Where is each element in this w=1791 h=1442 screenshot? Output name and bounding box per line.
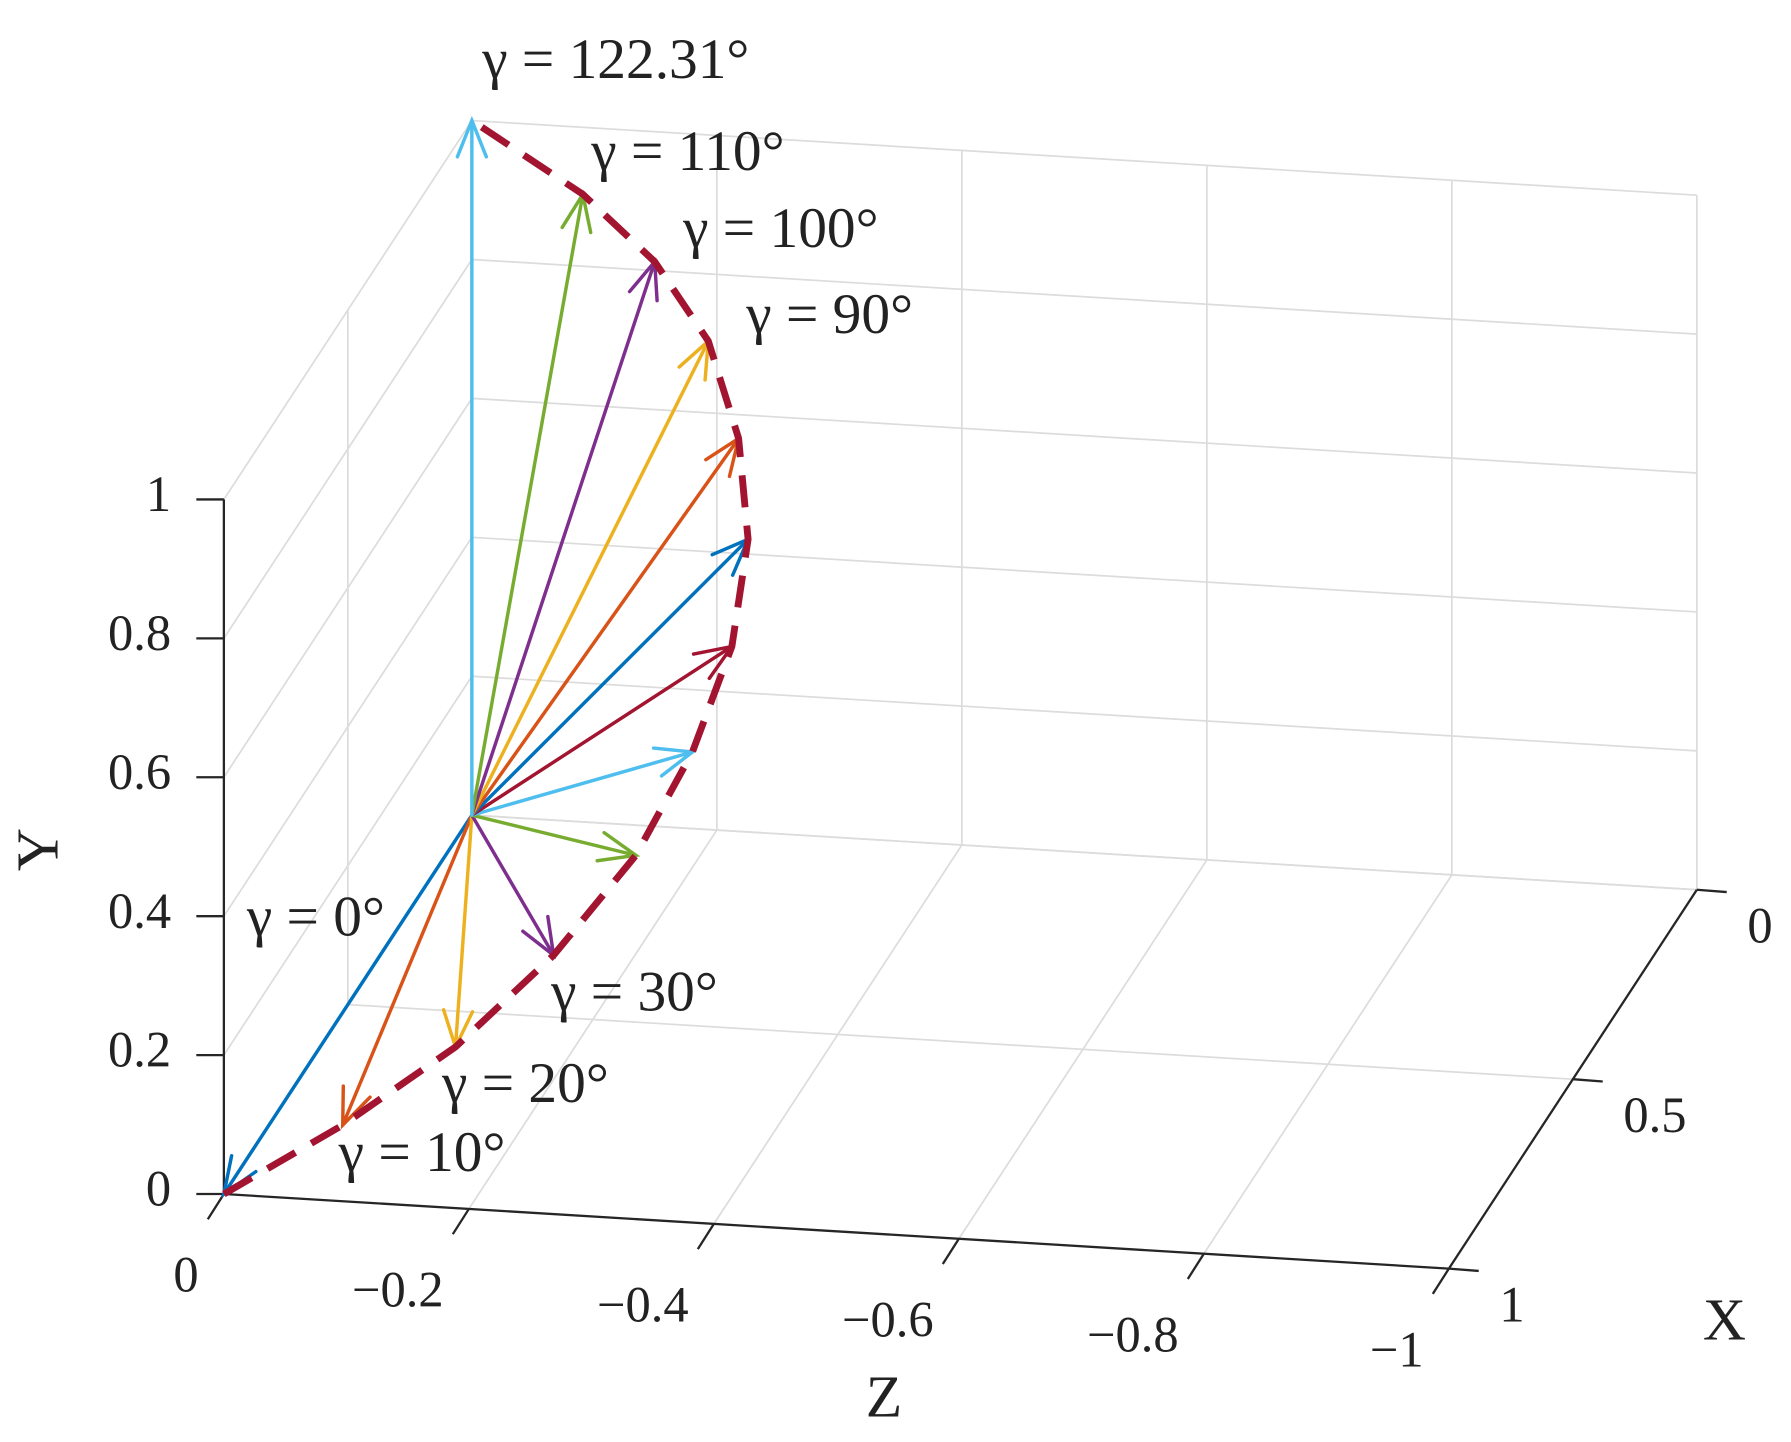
z-tick-label: −1 <box>1370 1321 1424 1377</box>
trajectory <box>222 117 752 1197</box>
x-tick-label: 1 <box>1499 1277 1524 1333</box>
z-tick <box>941 1238 960 1265</box>
grid-line <box>223 120 473 500</box>
vector-label: γ = 30° <box>550 960 718 1023</box>
y-tick-label: 0.2 <box>108 1022 171 1078</box>
grid-line <box>471 675 1697 752</box>
y-tick-label: 0 <box>146 1161 171 1217</box>
z-tick-label: −0.8 <box>1087 1306 1179 1362</box>
y-tick-label: 0.6 <box>108 744 171 800</box>
z-axis-label: Z <box>866 1364 902 1430</box>
grid-line <box>223 536 473 917</box>
arrow-head <box>455 115 489 159</box>
x-tick <box>1572 1078 1603 1083</box>
z-tick <box>1431 1268 1450 1295</box>
vector <box>453 813 474 1049</box>
z-tick <box>206 1193 225 1220</box>
vector-label: γ = 90° <box>745 283 913 346</box>
grid-line <box>223 675 473 1056</box>
grid-line <box>471 397 1697 474</box>
vector-label: γ = 100° <box>682 197 878 260</box>
vector <box>470 436 741 817</box>
x-axis-label: X <box>1703 1287 1746 1353</box>
grid-line <box>471 814 1697 891</box>
grid-line <box>471 536 1697 613</box>
grid-line <box>1203 874 1453 1255</box>
grid-line <box>468 829 718 1210</box>
vector <box>222 813 474 1196</box>
z-tick <box>1186 1253 1205 1280</box>
arrow-head <box>340 1084 372 1130</box>
y-tick-label: 0.8 <box>108 605 171 661</box>
arrow-head <box>651 746 697 778</box>
z-axis-line <box>223 1192 1449 1270</box>
labels: γ = 0° γ = 10°γ = 20° γ = 30° γ = 90° γ = 10… <box>246 28 913 1184</box>
grid-line <box>958 859 1208 1240</box>
vector <box>470 339 711 817</box>
grid-line <box>223 397 473 778</box>
vector <box>470 259 657 817</box>
y-axis-label: Y <box>4 828 70 871</box>
x-tick <box>1696 888 1727 894</box>
grid-line <box>713 844 963 1225</box>
marks <box>221 115 752 1198</box>
z-tick <box>696 1223 715 1250</box>
vector-label: γ = 110° <box>590 120 784 183</box>
axes: 0 0.2 0.4 0.6 0.8 1 0 −0.2 −0.4 −0.6 −0.8 −1 0 0.5 1 <box>108 466 1773 1377</box>
y-tick-label: 0.4 <box>108 883 171 939</box>
grid-line <box>471 258 1697 335</box>
z-tick <box>451 1208 470 1235</box>
grid-line <box>347 1003 1573 1081</box>
vector <box>470 750 695 817</box>
x-axis-line <box>1447 889 1698 1270</box>
vector-label: γ = 20° <box>441 1052 609 1115</box>
grid-line <box>223 259 473 639</box>
vector <box>470 813 556 957</box>
vector-label: γ = 0° <box>246 886 385 949</box>
grid-line <box>471 119 1697 197</box>
y-tick-label: 1 <box>146 466 171 522</box>
vector <box>470 644 734 817</box>
vector <box>470 537 750 817</box>
arrow-head <box>595 830 641 863</box>
vector <box>341 813 474 1127</box>
vector <box>470 192 585 817</box>
x-tick-label: 0.5 <box>1623 1087 1686 1143</box>
x-tick <box>1448 1267 1479 1273</box>
vector <box>470 813 638 858</box>
vector-label: γ = 122.31° <box>481 28 749 91</box>
z-tick-label: −0.4 <box>597 1277 689 1333</box>
vector-label: γ = 10° <box>338 1121 506 1184</box>
z-tick-label: −0.6 <box>842 1291 934 1347</box>
z-tick-label: 0 <box>173 1247 198 1303</box>
x-tick-label: 0 <box>1747 898 1772 954</box>
z-tick-label: −0.2 <box>352 1262 444 1318</box>
